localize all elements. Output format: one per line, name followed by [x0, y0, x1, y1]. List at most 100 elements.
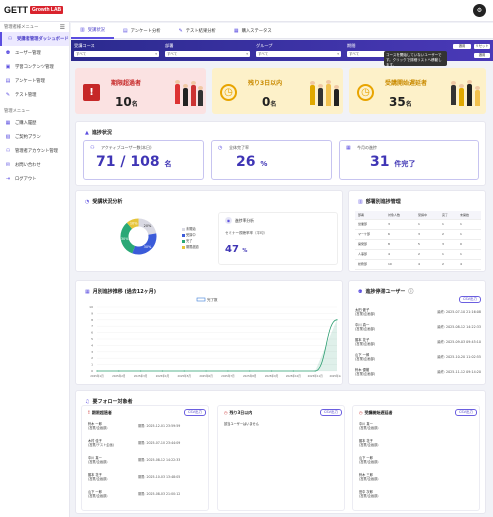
tab[interactable]: ✎ テスト結果分析 — [170, 23, 225, 39]
data-point — [161, 370, 164, 372]
user-date: 期限: 2025-08-12 14:22:33 — [138, 458, 181, 462]
followup-row[interactable]: 中川 真一 (営業/企画部) — [359, 422, 477, 430]
table-row[interactable]: 営業部 3 1 1 1 — [355, 219, 481, 230]
csv-export-button[interactable]: CSV出力 — [459, 296, 481, 303]
table-row[interactable]: 開発部 8 5 3 0 — [355, 239, 481, 250]
sidebar-item-label: 受講者管理ダッシュボード — [17, 37, 69, 42]
kpi-within-3-days[interactable]: ◷ 残り3日以内 0名 — [212, 68, 343, 114]
user-dept: (営業/企画部) — [88, 477, 108, 481]
sidebar-item-icon: ⚇ — [5, 148, 11, 154]
list-item[interactable]: 藤本 花子 (営業/企画部) 最終: 2025-09-03 09:45:10 — [355, 338, 481, 346]
followup-row[interactable]: 藤本 花子 (営業/企画部) — [359, 439, 477, 447]
course-select[interactable]: すべて — [74, 51, 159, 57]
table-row[interactable]: 人事部 4 2 1 1 — [355, 249, 481, 260]
apply-button-2[interactable]: 適用 — [474, 53, 490, 58]
sidebar-item[interactable]: ▧ ご契約プラン — [0, 130, 69, 144]
followup-column-title-text: 期限超過者 — [91, 410, 112, 415]
followup-row[interactable]: 山下 一郎 (営業/企画部) 期限: 2025-08-03 21:00:12 — [88, 490, 206, 498]
tab[interactable]: ▦ 購入ステータス — [225, 23, 281, 39]
sidebar: 管理者様メニュー ☰ ⚇ 受講者管理ダッシュボード ⚉ ユーザー管理 ▣ 学習コンテンツ管理… — [0, 22, 70, 517]
settings-icon[interactable]: ⚙ — [473, 4, 486, 17]
legend-swatch — [196, 297, 206, 302]
sidebar-item[interactable]: ▤ アンケート管理 — [0, 74, 69, 88]
sidebar-item[interactable]: ⚇ 管理者アカウント管理 — [0, 144, 69, 158]
csv-export-button[interactable]: CSV出力 — [320, 409, 342, 416]
followup-row[interactable]: 山下 一郎 (営業/企画部) — [359, 456, 477, 464]
followup-row[interactable]: 鈴木 一郎 (営業/企画部) 期限: 2025-12-01 23:59:59 — [88, 422, 206, 430]
table-cell: 3 — [384, 219, 415, 230]
progress-analysis-box: ◉ 進捗率分析 セミナー視聴率率（平均） 47 % — [218, 212, 338, 265]
data-point — [140, 370, 142, 372]
apply-button[interactable]: 適用 — [453, 44, 471, 49]
csv-export-button[interactable]: CSV出力 — [455, 409, 477, 416]
sidebar-item-icon: ▣ — [5, 64, 11, 70]
analysis-title: ◉ 進捗率分析 — [225, 217, 254, 224]
person-figure — [310, 81, 315, 105]
person-figure — [198, 86, 203, 106]
table-header: 未開始 — [456, 211, 481, 220]
tab[interactable]: ▤ アンケート分析 — [114, 23, 170, 39]
legend-label: 未開始 — [186, 227, 196, 231]
followup-column: ◷ 受講開始遅延者 CSV出力 中川 真一 (営業/企画部) 藤本 花子 (営業/企画部) 山… — [352, 405, 480, 511]
dept-card: ▥ 部署別進捗管理 部署 対象人数 受講中 完了 未開始 営業部 3 1 1 1 マーケ部 6 3 2 1 開発… — [348, 190, 486, 272]
list-item[interactable]: 山下 一郎 (営業/企画部) 最終: 2025-10-20 11:02:55 — [355, 353, 481, 361]
sidebar-item[interactable]: ✎ テスト管理 — [0, 88, 69, 102]
info-icon[interactable]: ⓘ — [408, 289, 414, 295]
list-item[interactable]: 中川 真一 (営業/企画部) 最終: 2025-08-12 14:22:33 — [355, 323, 481, 331]
logo[interactable]: GETT Growth LAB — [4, 5, 64, 15]
x-tick-label: 2025年1月 — [90, 374, 104, 378]
user-date: 期限: 2025-12-01 23:59:59 — [138, 424, 181, 428]
y-tick-label: 2 — [91, 356, 93, 360]
list-item[interactable]: 太田 健子 (営業/企画部) 最終: 2025-07-10 21:16:08 — [355, 308, 481, 316]
followup-row[interactable]: 該当ユーザーはいません — [224, 422, 342, 426]
user-last-date: 最終: 2025-10-20 11:02:55 — [437, 355, 481, 359]
sidebar-item[interactable]: ⇥ ログアウト — [0, 172, 69, 186]
table-cell: 4 — [384, 249, 415, 260]
sidebar-item-label: アンケート管理 — [15, 79, 45, 84]
data-point — [96, 370, 98, 372]
card-title: ⚉ 進捗停滞ユーザー ⓘ — [358, 288, 414, 296]
csv-export-button[interactable]: CSV出力 — [184, 409, 206, 416]
table-row[interactable]: 総務部 10 4 2 4 — [355, 259, 481, 270]
active-users-number: 71 / 108 — [96, 154, 160, 170]
menu-icon[interactable]: ☰ — [59, 24, 65, 31]
clock-icon: ◷ — [218, 145, 223, 151]
person-figure — [467, 80, 472, 106]
dept-select[interactable]: すべて — [165, 51, 250, 57]
user-last-date: 最終: 2025-07-10 21:16:08 — [437, 310, 481, 314]
list-item[interactable]: 鈴木 優樹 (営業/企画部) 最終: 2025-11-12 09:14:20 — [355, 368, 481, 376]
tab[interactable]: ▥ 受講状況 — [71, 23, 114, 39]
kpi-start-delay[interactable]: ◷ 受講開始遅延者 35名 — [349, 68, 486, 114]
analysis-title-text: 進捗率分析 — [235, 217, 254, 223]
kpi-overdue[interactable]: ! 期限超過者 10名 — [75, 68, 206, 114]
sidebar-item[interactable]: ✉ お問い合わせ — [0, 158, 69, 172]
followup-row[interactable]: 木村 佳子 (営業/テスト企画) 期限: 2025-07-10 23:44:09 — [88, 439, 206, 447]
trend-card: ▦ 月別進捗推移 (過去12ヶ月) 完了数 10 9 8 7 6 5 4 3 2 1 0 2025年1月 2… — [75, 280, 343, 385]
group-select[interactable]: すべて — [256, 51, 341, 57]
table-cell: 3 — [438, 239, 457, 250]
sidebar-item[interactable]: ⚇ 受講者管理ダッシュボード — [0, 32, 69, 46]
person-figure — [334, 85, 339, 106]
tab-icon: ▥ — [80, 26, 85, 33]
card-title: ◔ 受講状況分析 — [85, 198, 122, 206]
followup-row[interactable]: 中川 真一 (営業/企画部) 期限: 2025-08-12 14:22:33 — [88, 456, 206, 464]
group-label: グループ — [256, 43, 273, 48]
legend-swatch — [182, 245, 185, 249]
sidebar-item[interactable]: ⚉ ユーザー管理 — [0, 46, 69, 60]
clock-icon: ◷ — [220, 84, 237, 101]
sidebar-item[interactable]: ▦ ご購入履歴 — [0, 116, 69, 130]
followup-row[interactable]: 藤本 花子 (営業/企画部) 期限: 2025-10-03 13:48:05 — [88, 473, 206, 481]
monthly-label: 今月の進捗 — [357, 145, 377, 150]
sidebar-item[interactable]: ▣ 学習コンテンツ管理 — [0, 60, 69, 74]
reset-button[interactable]: リセット — [474, 44, 490, 49]
table-cell: 営業部 — [355, 219, 385, 230]
x-tick-label: 2025年5月 — [178, 374, 192, 378]
user-dept: (営業/企画部) — [355, 372, 376, 376]
followup-row[interactable]: 田中 次郎 (営業/企画部) — [359, 490, 477, 498]
followup-row[interactable]: 鈴木 三郎 (営業/企画部) — [359, 473, 477, 481]
x-tick-label: 2025年11月 — [308, 374, 323, 378]
table-row[interactable]: マーケ部 6 3 2 1 — [355, 229, 481, 240]
table-cell: 5 — [414, 239, 439, 250]
user-name: 鈴木 三郎 — [359, 473, 373, 477]
